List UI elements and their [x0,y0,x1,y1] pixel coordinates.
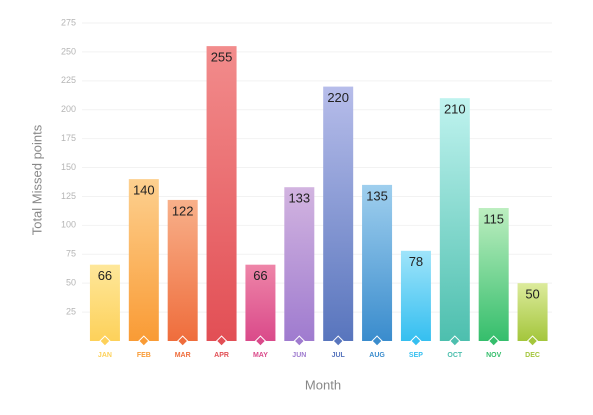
value-label: 133 [288,191,310,206]
x-tick-label: DEC [525,352,540,359]
y-tick-label: 75 [66,249,76,259]
y-tick-label: 225 [61,75,76,85]
value-label: 122 [172,203,194,218]
value-label: 210 [444,102,466,117]
bar [284,187,315,341]
x-axis-title: Month [305,377,341,392]
x-tick-label: MAR [175,352,191,359]
y-tick-label: 275 [61,17,76,27]
bar [362,184,393,341]
bar [517,283,548,341]
x-marker [254,335,267,347]
y-tick-label: 175 [61,133,76,143]
value-label: 140 [133,183,155,198]
x-tick-label: APR [214,352,229,359]
y-tick-label: 150 [61,162,76,172]
x-marker [410,335,422,347]
x-marker [488,335,500,347]
y-tick-label: 25 [66,306,76,316]
value-label: 220 [327,90,349,105]
value-label: 66 [98,268,112,283]
value-label: 255 [211,50,233,65]
x-tick-label: NOV [486,352,502,359]
x-tick-label: JAN [98,352,112,359]
value-label: 115 [483,211,504,226]
y-tick-label: 200 [61,104,76,114]
x-marker [449,335,461,347]
x-tick-label: JUN [292,352,306,359]
x-tick-label: MAY [253,352,268,359]
y-tick-label: 100 [61,220,76,230]
x-marker [526,335,539,347]
bar [128,179,159,341]
bar [206,46,237,342]
bar [89,264,120,341]
bar [323,86,354,341]
y-tick-label: 250 [61,46,76,56]
y-axis-title: Total Missed points [29,124,44,235]
x-marker [371,335,383,347]
x-tick-label: FEB [137,352,151,359]
bar [439,98,470,341]
value-label: 66 [253,268,267,283]
x-marker [138,335,150,347]
bar [478,208,509,341]
x-marker [177,335,189,347]
bar [245,264,276,341]
y-tick-label: 50 [66,278,76,288]
x-tick-label: OCT [447,352,463,359]
x-tick-label: JUL [332,352,346,359]
x-tick-label: SEP [409,352,423,359]
x-marker [293,335,305,347]
y-tick-label: 125 [61,191,76,201]
bar [400,250,431,341]
x-tick-label: AUG [369,352,385,359]
value-label: 135 [366,188,388,203]
value-label: 78 [409,254,423,269]
x-marker [215,335,228,347]
value-label: 50 [525,287,539,302]
x-marker [332,335,344,347]
bar [167,199,198,341]
x-marker [99,335,111,347]
